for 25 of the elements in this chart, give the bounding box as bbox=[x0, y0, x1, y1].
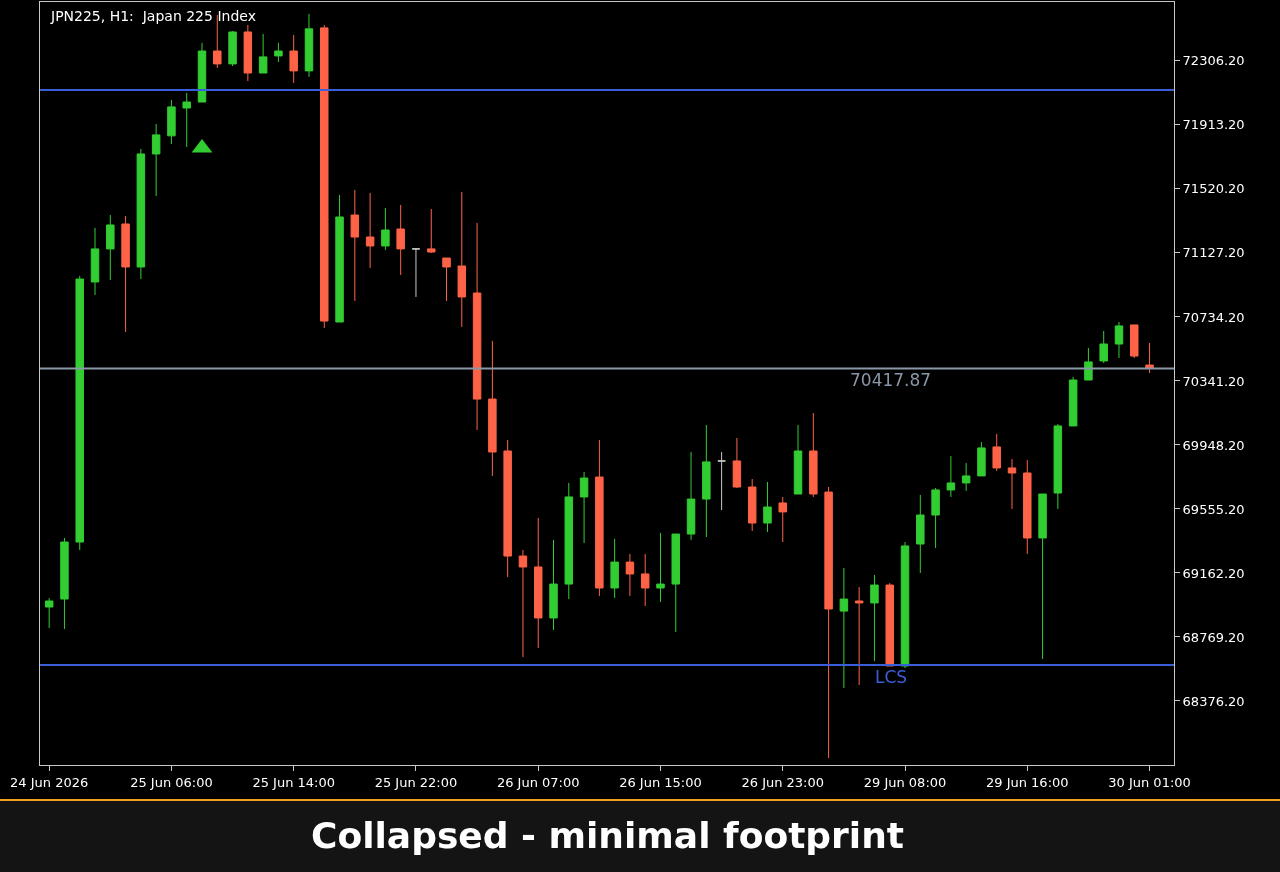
x-tick-label: 30 Jun 01:00 bbox=[1108, 774, 1191, 790]
text: JPN225, H1: Japan 225 Index bbox=[50, 8, 256, 24]
y-tick-label: 70734.20 bbox=[1182, 309, 1245, 325]
y-tick-label: 69162.20 bbox=[1182, 565, 1245, 581]
x-tick-label: 25 Jun 22:00 bbox=[374, 774, 458, 790]
x-tick-label: 26 Jun 15:00 bbox=[619, 774, 702, 790]
y-tick-label: 68769.20 bbox=[1182, 629, 1245, 645]
x-tick-label: 29 Jun 16:00 bbox=[985, 774, 1069, 790]
ref-line-label: LCS bbox=[875, 667, 908, 687]
y-tick-label: 69948.20 bbox=[1182, 437, 1245, 453]
x-tick-label: 26 Jun 07:00 bbox=[496, 774, 580, 790]
ref-line-label: 70417.87 bbox=[850, 370, 932, 390]
x-tick-label: 24 Jun 2026 bbox=[10, 774, 89, 790]
text: Collapsed - minimal footprint bbox=[311, 815, 905, 856]
y-tick-label: 71520.20 bbox=[1182, 181, 1245, 197]
y-tick-label: 68376.20 bbox=[1182, 693, 1245, 709]
x-tick-label: 25 Jun 06:00 bbox=[130, 774, 213, 790]
y-tick-label: 71127.20 bbox=[1182, 245, 1245, 261]
x-tick-label: 26 Jun 23:00 bbox=[741, 774, 825, 790]
y-tick-label: 70341.20 bbox=[1182, 373, 1245, 389]
x-tick-label: 29 Jun 08:00 bbox=[863, 774, 947, 790]
y-tick-label: 71913.20 bbox=[1182, 117, 1245, 133]
x-tick-label: 25 Jun 14:00 bbox=[252, 774, 335, 790]
y-tick-label: 72306.20 bbox=[1182, 53, 1245, 69]
y-tick-label: 69555.20 bbox=[1182, 501, 1245, 517]
